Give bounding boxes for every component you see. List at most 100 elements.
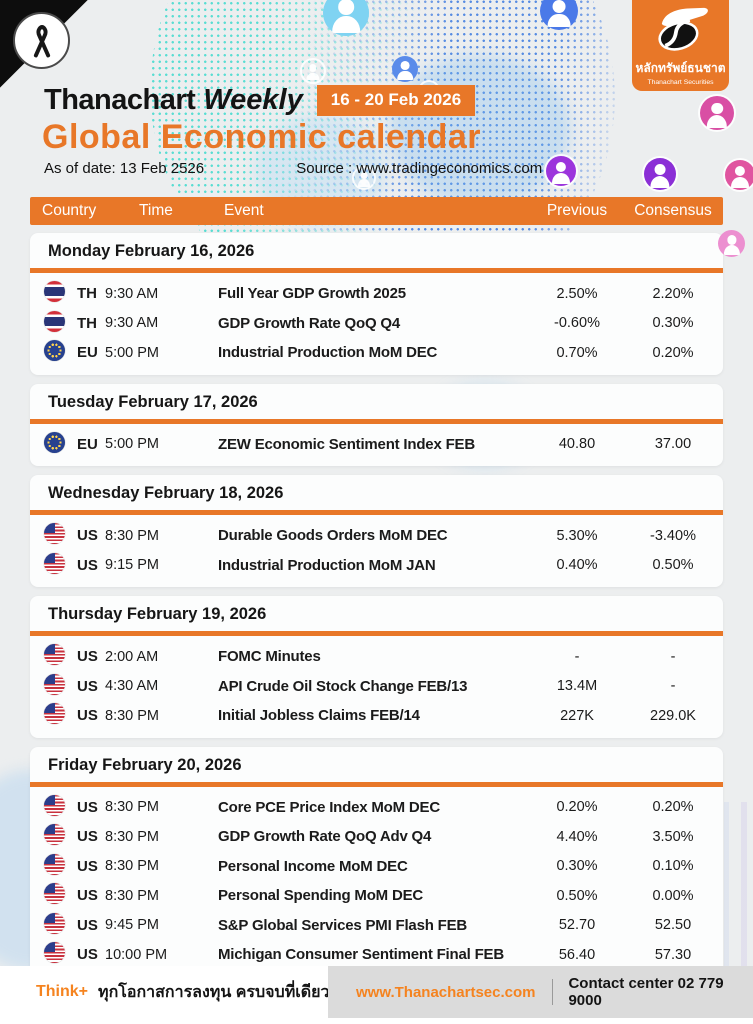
event-row: US 8:30 PM GDP Growth Rate QoQ Adv Q4 4.…: [30, 822, 723, 852]
event-time: 5:00 PM: [105, 344, 159, 361]
event-name: Full Year GDP Growth 2025: [218, 285, 406, 303]
event-time: 5:00 PM: [105, 436, 159, 453]
column-header-country: Country: [42, 202, 97, 219]
country-code: TH: [77, 314, 97, 332]
previous-value: 0.70%: [556, 344, 598, 361]
column-header-previous: Previous: [546, 202, 608, 219]
event-row: TH 9:30 AM Full Year GDP Growth 2025 2.5…: [30, 279, 723, 309]
event-row: US 8:30 PM Initial Jobless Claims FEB/14…: [30, 701, 723, 731]
event-name: Core PCE Price Index MoM DEC: [218, 798, 440, 816]
contact-center: Contact center 02 779 9000: [568, 975, 724, 1009]
event-name: API Crude Oil Stock Change FEB/13: [218, 677, 468, 695]
flag-cell: [44, 552, 77, 578]
event-row: US 9:45 PM S&P Global Services PMI Flash…: [30, 911, 723, 941]
event-name: Michigan Consumer Sentiment Final FEB: [218, 946, 504, 964]
event-row: US 8:30 PM Durable Goods Orders MoM DEC …: [30, 521, 723, 551]
event-time: 8:30 PM: [105, 799, 159, 816]
footer: Think+ ทุกโอกาสการลงทุน ครบจบที่เดียว ww…: [0, 966, 753, 1024]
country-code: US: [77, 527, 98, 545]
country-code: US: [77, 916, 98, 934]
user-icon: [300, 58, 326, 84]
economic-calendar: Country Time Event Previous Consensus Mo…: [30, 197, 723, 986]
event-name: GDP Growth Rate QoQ Q4: [218, 314, 401, 332]
previous-value: 4.40%: [556, 828, 598, 845]
country-code: US: [77, 707, 98, 725]
country-flag-icon: [44, 703, 65, 725]
country-code: US: [77, 798, 98, 816]
event-row: US 10:00 PM Michigan Consumer Sentiment …: [30, 940, 723, 970]
user-icon: [644, 158, 676, 190]
consensus-value: 3.50%: [652, 828, 694, 845]
day-sections: Monday February 16, 2026 TH 9:30 AM Full…: [30, 233, 723, 977]
event-time: 9:15 PM: [105, 557, 159, 574]
previous-value: 227K: [560, 707, 594, 724]
day-section: Tuesday February 17, 2026 EU 5:00 PM ZEW…: [30, 383, 723, 467]
user-icon: [540, 0, 578, 30]
event-time: 8:30 PM: [105, 707, 159, 724]
consensus-value: 0.00%: [652, 887, 694, 904]
previous-value: 2.50%: [556, 285, 598, 302]
user-icon: [725, 160, 753, 190]
event-time: 9:30 AM: [105, 315, 159, 332]
previous-value: 40.80: [558, 436, 596, 453]
user-icon: [718, 230, 745, 257]
day-title: Friday February 20, 2026: [48, 755, 242, 774]
date-range-badge: 16 - 20 Feb 2026: [316, 85, 476, 116]
country-code: TH: [77, 285, 97, 303]
event-time: 10:00 PM: [105, 946, 168, 963]
flag-cell: [44, 644, 77, 669]
previous-value: 13.4M: [556, 678, 598, 695]
flag-cell: [44, 824, 77, 849]
country-code: US: [77, 887, 98, 905]
event-name: ZEW Economic Sentiment Index FEB: [218, 435, 475, 453]
consensus-value: 0.20%: [652, 799, 694, 816]
website-link[interactable]: www.Thanachartsec.com: [356, 983, 536, 1001]
event-row: US 8:30 PM Personal Spending MoM DEC 0.5…: [30, 881, 723, 911]
day-underline-divider: [30, 781, 723, 787]
event-name: Personal Income MoM DEC: [218, 857, 408, 875]
consensus-value: 37.00: [654, 436, 692, 453]
consensus-value: 0.30%: [652, 315, 694, 332]
country-flag-icon: [44, 824, 65, 846]
day-section: Wednesday February 18, 2026 US 8:30 PM D…: [30, 475, 723, 587]
flag-cell: [44, 794, 77, 820]
event-time: 8:30 PM: [105, 828, 159, 845]
user-icon: [700, 96, 734, 130]
meta-row: As of date: 13 Feb 2526 Source : www.tra…: [44, 160, 542, 177]
event-name: GDP Growth Rate QoQ Adv Q4: [218, 828, 432, 846]
event-rows: US 2:00 AM FOMC Minutes - - US 4:30 AM A…: [30, 636, 723, 738]
event-name: Personal Spending MoM DEC: [218, 887, 424, 905]
event-rows: US 8:30 PM Durable Goods Orders MoM DEC …: [30, 515, 723, 587]
logo-en-text: Thanachart Securities: [647, 79, 714, 86]
country-flag-icon: [44, 942, 65, 964]
event-name: Durable Goods Orders MoM DEC: [218, 527, 448, 545]
flag-cell: [44, 281, 77, 306]
event-rows: EU 5:00 PM ZEW Economic Sentiment Index …: [30, 424, 723, 467]
footer-contact-bar: www.Thanachartsec.com Contact center 02 …: [328, 966, 753, 1018]
consensus-value: -: [670, 648, 676, 665]
previous-value: 56.40: [558, 946, 596, 963]
title-brand: Thanachart: [44, 84, 196, 116]
event-time: 9:45 PM: [105, 917, 159, 934]
consensus-value: 0.50%: [652, 557, 694, 574]
country-flag-icon: [44, 281, 65, 303]
column-header-event: Event: [224, 202, 264, 219]
day-section: Thursday February 19, 2026 US 2:00 AM FO…: [30, 596, 723, 738]
country-flag-icon: [44, 431, 65, 453]
mourning-ribbon-icon: [13, 12, 70, 69]
event-row: US 4:30 AM API Crude Oil Stock Change FE…: [30, 672, 723, 702]
country-code: US: [77, 556, 98, 574]
previous-value: -0.60%: [554, 315, 600, 332]
previous-value: 0.40%: [556, 557, 598, 574]
as-of-date: As of date: 13 Feb 2526: [44, 160, 205, 177]
slogan-thai: ทุกโอกาสการลงทุน ครบจบที่เดียว: [98, 983, 330, 1001]
previous-value: 0.30%: [556, 858, 598, 875]
source-link[interactable]: Source : www.tradingeconomics.com: [296, 160, 543, 177]
column-header-time: Time: [139, 202, 173, 219]
previous-value: -: [574, 648, 580, 665]
map-blob: [390, 55, 570, 205]
table-header: Country Time Event Previous Consensus: [30, 197, 723, 225]
previous-value: 5.30%: [556, 527, 598, 544]
thanachart-logo-icon: [657, 7, 708, 51]
country-code: EU: [77, 435, 98, 453]
